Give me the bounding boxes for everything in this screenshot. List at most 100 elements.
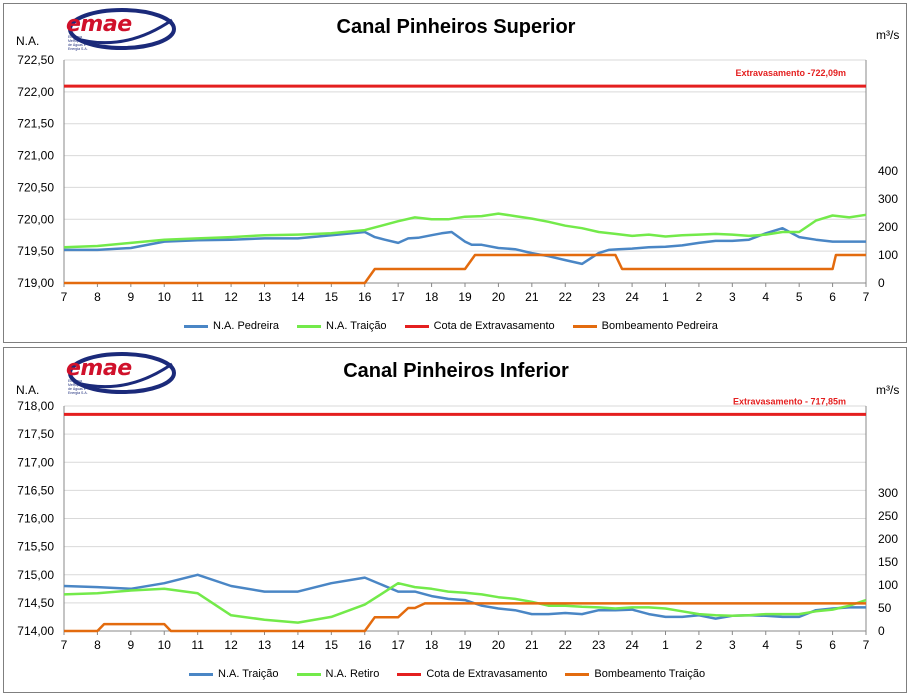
x-tick-label: 3 <box>729 638 736 652</box>
x-tick-label: 22 <box>559 638 573 652</box>
y-tick-label: 721,50 <box>17 117 54 131</box>
legend-swatch <box>184 324 208 328</box>
x-tick-label: 15 <box>325 638 339 652</box>
legend-label: N.A. Traição <box>326 320 387 332</box>
x-tick-label: 8 <box>94 290 101 304</box>
legend-label: N.A. Traição <box>218 668 279 680</box>
y-tick-label: 719,00 <box>17 276 54 290</box>
legend-swatch <box>565 672 590 676</box>
y2-tick-label: 250 <box>878 509 898 523</box>
logo-swoosh-icon <box>68 8 176 50</box>
y2-tick-label: 0 <box>878 624 885 638</box>
line-chart-inferior: 714,00 714,50 715,00 715,50 716,00 716,50 717,… <box>17 396 898 652</box>
chart-title: Canal Pinheiros Superior <box>336 16 576 38</box>
legend-item: Cota de Extravasamento <box>404 320 555 332</box>
y2-tick-label: 200 <box>878 220 898 234</box>
legend-label: N.A. Retiro <box>325 668 380 680</box>
legend-swatch <box>572 324 597 328</box>
legend-item: Bombeamento Pedreira <box>572 320 718 332</box>
x-tick-label: 10 <box>158 290 172 304</box>
annotation-label: Extravasamento - 717,85m <box>733 396 846 406</box>
y-tick-label: 722,50 <box>17 53 54 67</box>
x-tick-label: 20 <box>492 638 506 652</box>
logo-word: emae <box>66 356 132 381</box>
x-tick-label: 20 <box>492 290 506 304</box>
x-tick-label: 5 <box>796 638 803 652</box>
x-tick-label: 15 <box>325 290 339 304</box>
legend-label: Cota de Extravasamento <box>426 668 548 680</box>
x-tick-label: 3 <box>729 290 736 304</box>
x-tick-label: 6 <box>829 290 836 304</box>
x-tick-label: 23 <box>592 638 606 652</box>
x-tick-label: 9 <box>127 638 134 652</box>
x-tick-label: 13 <box>258 290 272 304</box>
x-tick-label: 4 <box>762 290 769 304</box>
y-tick-label: 722,00 <box>17 85 54 99</box>
x-tick-label: 9 <box>127 290 134 304</box>
legend-label: Bombeamento Pedreira <box>601 320 718 332</box>
x-tick-label: 24 <box>625 638 639 652</box>
x-tick-label: 2 <box>696 290 703 304</box>
logo-tagline: Empresa Metropolitana de Águas e Energia… <box>68 35 90 51</box>
y-tick-label: 720,50 <box>17 180 54 194</box>
x-tick-label: 23 <box>592 290 606 304</box>
series-line <box>64 602 866 633</box>
series-line <box>63 573 866 620</box>
y-tick-label: 716,00 <box>17 512 54 526</box>
x-tick-label: 18 <box>425 638 439 652</box>
legend-label: N.A. Pedreira <box>213 320 280 332</box>
emae-logo: emae Empresa Metropolitana de Águas e En… <box>64 8 176 51</box>
x-tick-label: 2 <box>696 638 703 652</box>
emae-logo: emae Empresa Metropolitana de Águas e En… <box>64 352 176 395</box>
x-tick-label: 13 <box>258 638 272 652</box>
x-tick-label: 11 <box>191 638 204 652</box>
chart-title: Canal Pinheiros Inferior <box>343 360 569 382</box>
y-tick-label: 714,00 <box>17 624 54 638</box>
y2-tick-label: 300 <box>878 192 898 206</box>
line-chart-superior: 719,00 719,50 720,00 720,50 721,00 721,50 722,… <box>17 53 898 304</box>
logo-tagline: Empresa Metropolitana de Águas e Energia… <box>68 379 90 395</box>
y-tick-label: 715,00 <box>17 568 54 582</box>
series-line <box>63 212 867 249</box>
legend-swatch <box>189 672 213 676</box>
logo-swoosh-icon <box>68 352 176 394</box>
x-tick-label: 16 <box>358 638 372 652</box>
x-tick-label: 16 <box>358 290 372 304</box>
legend-swatch <box>404 324 429 328</box>
x-tick-label: 7 <box>61 290 68 304</box>
legend-item: Bombeamento Traição <box>565 668 705 680</box>
y2-tick-label: 150 <box>878 555 898 569</box>
legend-item: N.A. Retiro <box>296 668 380 680</box>
legend-swatch <box>297 324 322 328</box>
y2-tick-label: 100 <box>878 578 898 592</box>
x-tick-label: 6 <box>829 638 836 652</box>
x-tick-label: 8 <box>94 638 101 652</box>
x-tick-label: 7 <box>863 290 870 304</box>
legend-swatch <box>296 672 321 676</box>
x-tick-label: 22 <box>559 290 573 304</box>
y-tick-label: 718,00 <box>17 399 54 413</box>
x-tick-label: 21 <box>525 290 539 304</box>
x-tick-label: 14 <box>291 638 305 652</box>
y-tick-label: 715,50 <box>17 540 54 554</box>
chart-legend: N.A. Pedreira N.A. Traição Cota de Extrava… <box>184 320 736 332</box>
legend-label: Bombeamento Traição <box>594 668 706 680</box>
y2-tick-label: 100 <box>878 248 898 262</box>
y-tick-label: 714,50 <box>17 596 54 610</box>
chart-legend: N.A. Traição N.A. Retiro Cota de Extravasa… <box>189 668 723 680</box>
y-axis-label: N.A. <box>16 34 40 48</box>
logo-word: emae <box>66 12 132 37</box>
y2-axis-label: m³/s <box>876 28 900 42</box>
y-tick-label: 716,50 <box>17 483 54 497</box>
y-tick-label: 717,00 <box>17 455 54 469</box>
x-tick-label: 11 <box>191 290 204 304</box>
legend-item: N.A. Pedreira <box>184 320 279 332</box>
x-tick-label: 17 <box>391 290 405 304</box>
legend-item: Cota de Extravasamento <box>397 668 547 680</box>
legend-swatch <box>397 672 422 676</box>
x-tick-label: 21 <box>525 638 539 652</box>
chart-panel-superior: emae Empresa Metropolitana de Águas e En… <box>3 3 907 343</box>
x-tick-label: 17 <box>391 638 405 652</box>
x-tick-label: 7 <box>61 638 68 652</box>
y2-tick-label: 300 <box>878 486 898 500</box>
